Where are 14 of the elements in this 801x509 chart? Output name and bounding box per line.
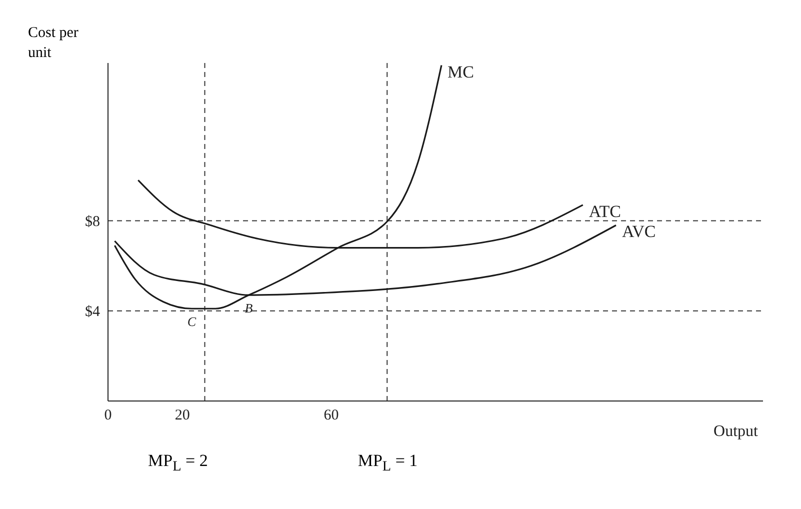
series-label: MC [447, 62, 474, 82]
y-axis-title: Cost per unit [28, 24, 80, 63]
x-tick-label: 60 [324, 408, 339, 424]
text: MP$_{L}$ = 1 [358, 451, 418, 476]
annotation: B [244, 300, 253, 316]
series-label: ATC [588, 202, 621, 221]
text: MP$_{L}$ = 2 [148, 451, 208, 476]
y-tick-label: $8 [85, 214, 100, 230]
x-tick-label: 0 [104, 408, 112, 424]
x-axis-title: Output [714, 423, 759, 440]
annotation: C [187, 314, 196, 329]
y-tick-label: $4 [85, 304, 100, 320]
series-label: AVC [622, 222, 656, 242]
x-tick-label: 20 [174, 408, 190, 424]
